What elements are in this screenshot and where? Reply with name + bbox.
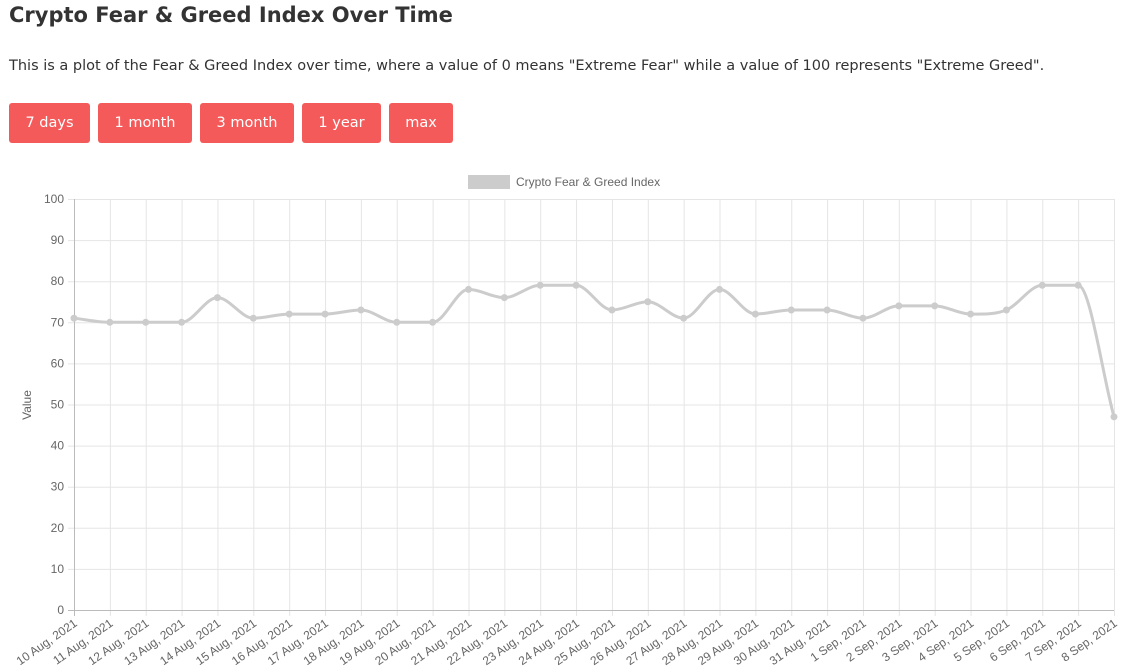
chart-grid xyxy=(68,199,1115,616)
legend-label: Crypto Fear & Greed Index xyxy=(516,175,660,189)
data-point[interactable] xyxy=(751,310,759,318)
data-point[interactable] xyxy=(644,298,652,306)
y-tick-label: 70 xyxy=(51,315,65,329)
y-tick-label: 40 xyxy=(51,439,65,453)
data-point[interactable] xyxy=(787,306,795,314)
chart-series xyxy=(70,281,1118,421)
chart-legend: Crypto Fear & Greed Index xyxy=(468,175,660,189)
data-point[interactable] xyxy=(249,314,257,322)
y-tick-label: 0 xyxy=(57,603,64,617)
data-point[interactable] xyxy=(178,318,186,326)
page-description: This is a plot of the Fear & Greed Index… xyxy=(9,58,1045,74)
data-point[interactable] xyxy=(1002,306,1010,314)
data-point[interactable] xyxy=(1038,281,1046,289)
data-point[interactable] xyxy=(536,281,544,289)
y-tick-label: 60 xyxy=(51,356,65,370)
y-tick-label: 20 xyxy=(51,521,65,535)
y-tick-label: 50 xyxy=(51,398,65,412)
data-point[interactable] xyxy=(500,294,508,302)
data-point[interactable] xyxy=(142,318,150,326)
data-point[interactable] xyxy=(823,306,831,314)
data-point[interactable] xyxy=(429,318,437,326)
y-tick-label: 100 xyxy=(44,192,64,206)
y-tick-label: 80 xyxy=(51,274,65,288)
y-tick-label: 90 xyxy=(51,233,65,247)
data-point[interactable] xyxy=(213,294,221,302)
data-point[interactable] xyxy=(106,318,114,326)
data-point[interactable] xyxy=(967,310,975,318)
y-tick-label: 30 xyxy=(51,480,65,494)
series-line xyxy=(73,283,1116,418)
data-point[interactable] xyxy=(321,310,329,318)
data-point[interactable] xyxy=(931,302,939,310)
range-7-days-button[interactable]: 7 days xyxy=(9,103,90,143)
data-point[interactable] xyxy=(608,306,616,314)
range-1-month-button[interactable]: 1 month xyxy=(98,103,192,143)
data-point[interactable] xyxy=(716,285,724,293)
y-tick-label: 10 xyxy=(51,562,65,576)
data-point[interactable] xyxy=(1074,281,1082,289)
data-point[interactable] xyxy=(859,314,867,322)
legend-swatch xyxy=(468,175,510,189)
data-point[interactable] xyxy=(895,302,903,310)
data-point[interactable] xyxy=(70,314,78,322)
data-point[interactable] xyxy=(357,306,365,314)
page-title: Crypto Fear & Greed Index Over Time xyxy=(9,3,453,27)
range-max-button[interactable]: max xyxy=(389,103,453,143)
data-point[interactable] xyxy=(680,314,688,322)
range-1-year-button[interactable]: 1 year xyxy=(302,103,381,143)
data-point[interactable] xyxy=(1110,413,1118,421)
data-point[interactable] xyxy=(572,281,580,289)
y-axis-title: Value xyxy=(20,390,34,420)
data-point[interactable] xyxy=(393,318,401,326)
range-3-month-button[interactable]: 3 month xyxy=(200,103,294,143)
data-point[interactable] xyxy=(285,310,293,318)
data-point[interactable] xyxy=(464,285,472,293)
